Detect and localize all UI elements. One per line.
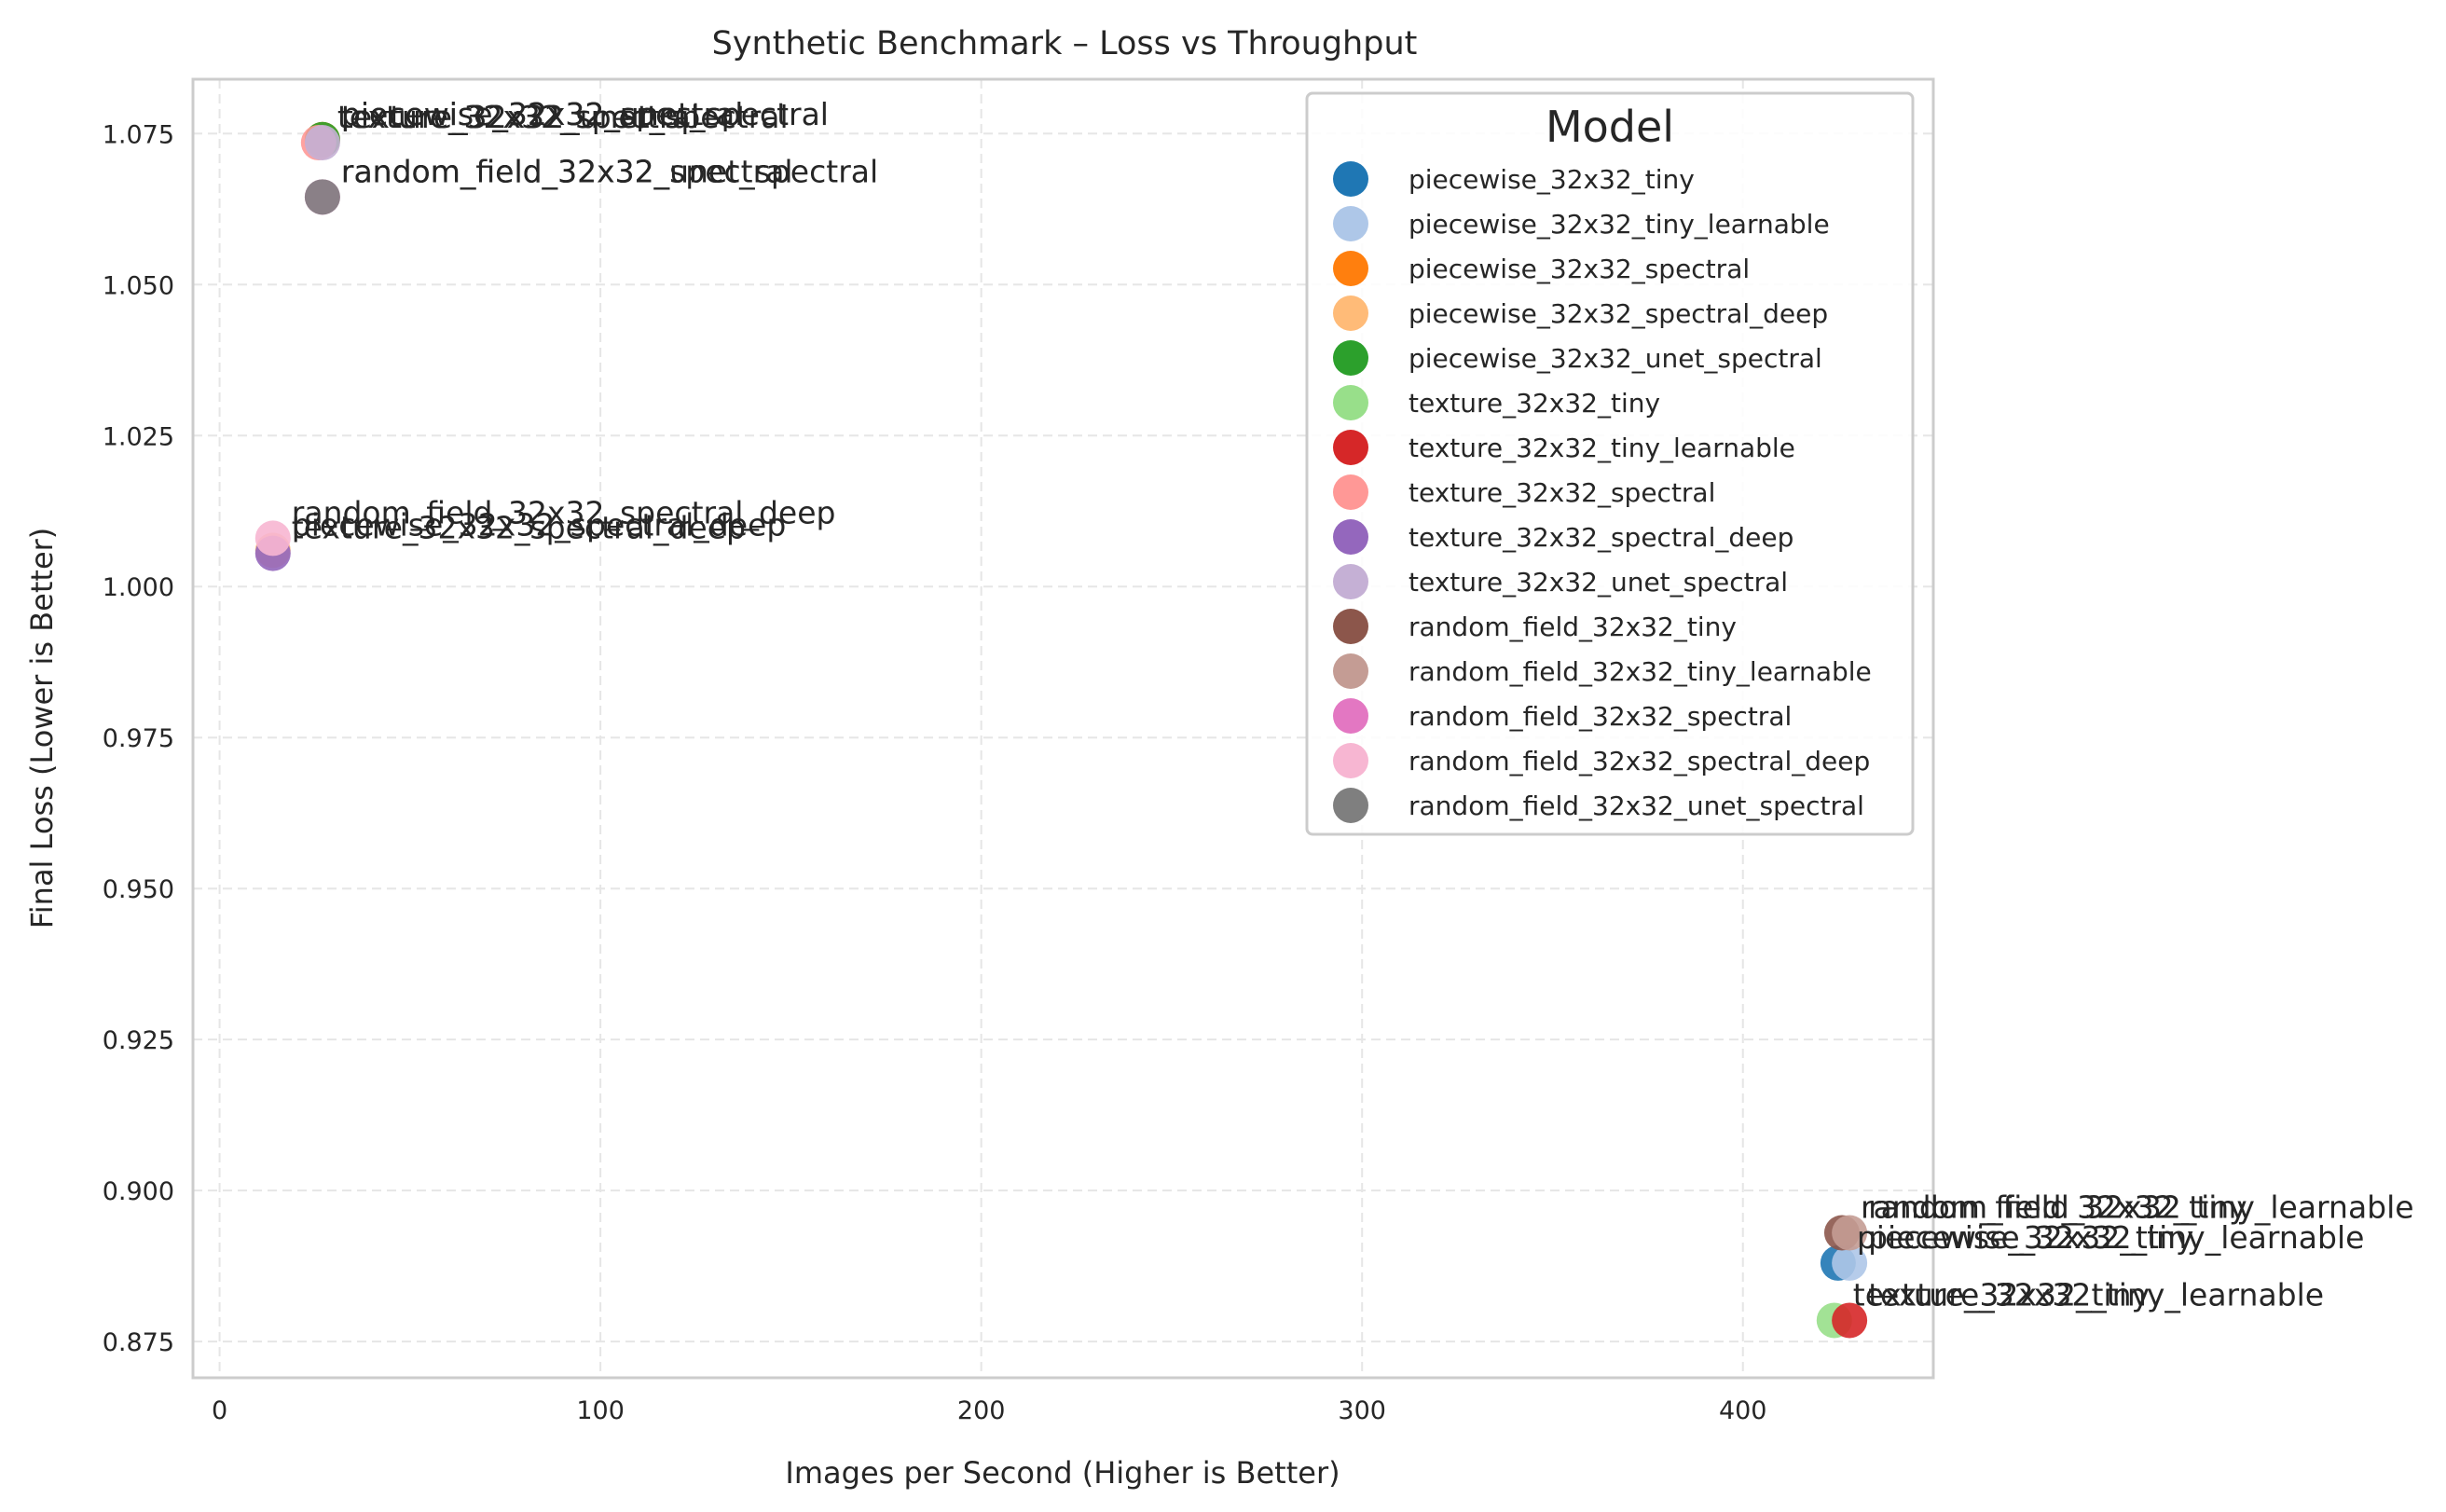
legend-entry: texture_32x32_tiny_learnable [1409,433,1795,463]
legend-title: Model [1546,102,1674,152]
y-tick-label: 0.950 [103,875,174,904]
legend-entry: texture_32x32_tiny [1409,388,1660,419]
point-label: texture_32x32_tiny_learnable [1868,1276,2324,1313]
x-tick-label: 300 [1338,1396,1386,1425]
legend-entry: random_field_32x32_spectral_deep [1409,746,1870,777]
axis-ticks: 0 100 200 300 400 0.875 0.900 0.925 0.950 0.975 1.… [103,120,1767,1425]
y-tick-label: 1.075 [103,120,174,149]
data-point [304,125,340,161]
point-label: texture_32x32_unet_spectral [341,99,789,135]
x-axis-label: Images per Second (Higher is Better) [785,1455,1340,1491]
y-tick-label: 1.000 [103,573,174,602]
legend-entry: random_field_32x32_tiny_learnable [1409,656,1872,687]
legend-marker [1333,788,1368,823]
point-label: texture_32x32_spectral_deep [292,510,746,546]
legend-marker [1333,698,1368,734]
legend-marker [1333,743,1368,778]
legend-entry: piecewise_32x32_tiny_learnable [1409,209,1830,240]
y-tick-label: 0.975 [103,724,174,753]
legend-entry: piecewise_32x32_spectral [1409,254,1750,284]
chart-title: Synthetic Benchmark – Loss vs Throughput [712,25,1418,62]
point-label: piecewise_32x32_unet_spectral [341,96,829,132]
legend-marker [1333,251,1368,286]
y-axis-label: Final Loss (Lower is Better) [24,528,60,929]
point-label: piecewise_32x32_spectral [341,96,744,132]
point-label: texture_32x32_tiny [1853,1276,2150,1313]
legend-marker [1333,430,1368,465]
data-point [304,179,340,215]
legend-entry: random_field_32x32_spectral [1409,701,1792,732]
legend-entry: texture_32x32_spectral [1409,477,1715,508]
legend-marker [1333,206,1368,241]
point-label: random_field_32x32_spectral_deep [292,494,836,530]
legend-entry: piecewise_32x32_spectral_deep [1409,298,1828,329]
legend-entry: piecewise_32x32_unet_spectral [1409,343,1822,374]
x-tick-label: 0 [212,1396,227,1425]
x-tick-label: 200 [957,1396,1006,1425]
y-tick-label: 0.900 [103,1177,174,1206]
legend-entry: texture_32x32_unet_spectral [1409,567,1788,598]
point-labels: piecewise_32x32_tinypiecewise_32x32_tiny… [292,96,2414,1313]
point-label: random_field_32x32_tiny_learnable [1868,1189,2414,1226]
legend-marker [1333,474,1368,510]
y-tick-label: 0.925 [103,1026,174,1055]
data-point [1832,1215,1868,1251]
legend-marker [1333,296,1368,331]
legend-marker [1333,385,1368,420]
y-tick-label: 1.050 [103,271,174,300]
point-label: piecewise_32x32_tiny_learnable [1868,1219,2364,1256]
legend-marker [1333,519,1368,555]
legend-marker [1333,340,1368,376]
plot-frame [191,77,1935,1380]
legend: Model piecewise_32x32_tinypiecewise_32x3… [1305,91,1915,836]
data-points [254,121,1868,1339]
point-label: texture_32x32_spectral [337,99,699,135]
point-label: random_field_32x32_tiny [1861,1189,2247,1226]
legend-entry: random_field_32x32_tiny [1409,612,1737,642]
point-label: piecewise_32x32_tiny [1857,1219,2194,1256]
legend-marker [1333,609,1368,644]
data-point [254,520,291,557]
legend-marker [1333,653,1368,689]
legend-box [1305,91,1915,836]
point-label: random_field_32x32_unet_spectral [341,153,878,189]
legend-entry: random_field_32x32_unet_spectral [1409,790,1864,821]
legend-entry: texture_32x32_spectral_deep [1409,522,1793,553]
data-point [1832,1244,1868,1281]
data-point [1832,1302,1868,1339]
y-tick-label: 1.025 [103,422,174,451]
x-tick-label: 400 [1719,1396,1767,1425]
point-label: piecewise_32x32_spectral_deep [292,506,787,543]
x-tick-label: 100 [576,1396,625,1425]
legend-marker [1333,161,1368,197]
legend-entry: piecewise_32x32_tiny [1409,164,1695,195]
y-tick-label: 0.875 [103,1328,174,1357]
point-label: random_field_32x32_spectral [341,153,793,189]
legend-marker [1333,564,1368,599]
legend-items: piecewise_32x32_tiny piecewise_32x32_tiny… [1333,161,1872,823]
